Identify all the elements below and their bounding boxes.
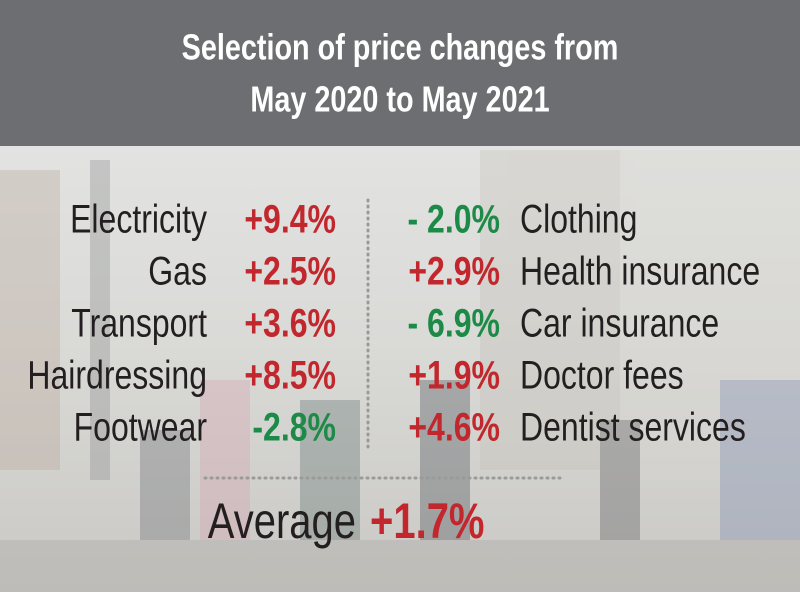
item-label: Dentist services bbox=[520, 404, 746, 449]
title-line: May 2020 to May 2021 bbox=[250, 78, 549, 119]
item-change: +8.5% bbox=[244, 352, 336, 397]
item-label: Doctor fees bbox=[520, 352, 684, 397]
item-change: +3.6% bbox=[244, 300, 336, 345]
street-scene bbox=[0, 150, 800, 592]
item-label: Car insurance bbox=[520, 300, 719, 345]
item-label: Gas bbox=[148, 248, 207, 293]
average-label: Average bbox=[208, 493, 356, 549]
item-change: -2.8% bbox=[252, 404, 336, 449]
item-change: +1.9% bbox=[408, 352, 500, 397]
header-band bbox=[0, 0, 800, 146]
item-change: +2.9% bbox=[408, 248, 500, 293]
item-label: Clothing bbox=[520, 196, 637, 241]
title-line: Selection of price changes from bbox=[182, 26, 619, 67]
item-label: Hairdressing bbox=[27, 352, 207, 397]
item-change: - 2.0% bbox=[408, 196, 500, 241]
average-change: +1.7% bbox=[370, 493, 485, 549]
item-change: +4.6% bbox=[408, 404, 500, 449]
item-label: Health insurance bbox=[520, 248, 760, 293]
item-label: Transport bbox=[71, 300, 207, 345]
item-label: Footwear bbox=[74, 404, 207, 449]
item-label: Electricity bbox=[70, 196, 208, 241]
item-change: +2.5% bbox=[244, 248, 336, 293]
item-change: +9.4% bbox=[244, 196, 336, 241]
item-change: - 6.9% bbox=[408, 300, 500, 345]
text-layer: Selection of price changes from May 2020 … bbox=[27, 26, 760, 549]
